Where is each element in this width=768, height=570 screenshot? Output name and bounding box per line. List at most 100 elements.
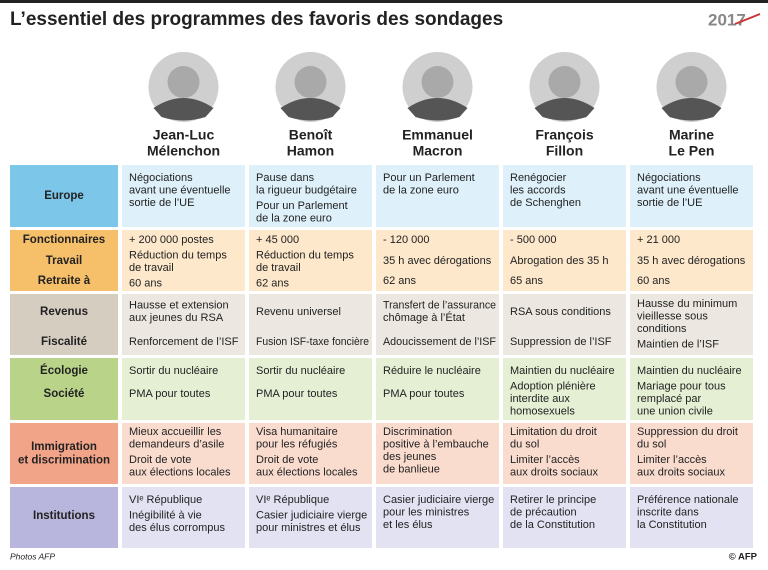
cell-text: PMA pour toutes bbox=[256, 388, 338, 400]
row-label-bg bbox=[10, 294, 118, 355]
cell-text: Maintien de l’ISF bbox=[637, 338, 719, 350]
cell-text: homosexuels bbox=[510, 405, 575, 417]
cell-text: + 200 000 postes bbox=[129, 234, 214, 246]
cell-text: Inégibilité à vie bbox=[129, 509, 202, 521]
cell-text: PMA pour toutes bbox=[129, 388, 211, 400]
cell-bg bbox=[122, 487, 245, 548]
row-label: Travail bbox=[46, 255, 82, 267]
portrait-face bbox=[294, 66, 327, 98]
cell-text: Visa humanitaire bbox=[256, 426, 338, 438]
cell-text: Sortir du nucléaire bbox=[129, 365, 218, 377]
cell-text: pour ministres et élus bbox=[256, 522, 361, 534]
cell-text: avant une éventuelle bbox=[129, 184, 231, 196]
cell-text: Limiter l’accès bbox=[510, 454, 580, 466]
cell-bg bbox=[376, 294, 499, 355]
cell-text: chômage à l’État bbox=[383, 311, 465, 324]
copyright: © AFP bbox=[729, 552, 758, 563]
row-label: Fonctionnaires bbox=[23, 234, 105, 246]
cell-text: Discrimination bbox=[383, 426, 452, 438]
cell-text: + 21 000 bbox=[637, 234, 680, 246]
cell-bg bbox=[630, 230, 753, 291]
candidate-name: Macron bbox=[413, 143, 463, 159]
cell-bg bbox=[249, 487, 372, 548]
cell-bg bbox=[503, 230, 626, 291]
cell-text: Négociations bbox=[637, 172, 701, 184]
candidate-name: Benoît bbox=[289, 127, 333, 143]
cell-bg bbox=[249, 230, 372, 291]
portrait-body bbox=[534, 98, 595, 121]
cell-text: de la zone euro bbox=[256, 212, 332, 224]
row-label-bg bbox=[10, 487, 118, 548]
cell-bg bbox=[376, 487, 499, 548]
cell-text: aux élections locales bbox=[256, 466, 358, 478]
cell-bg bbox=[249, 165, 372, 227]
cell-text: Droit de vote bbox=[129, 454, 191, 466]
top-rule bbox=[0, 0, 768, 3]
cell-bg bbox=[122, 230, 245, 291]
cell-bg bbox=[376, 230, 499, 291]
cell-text: Réduire le nucléaire bbox=[383, 365, 481, 377]
candidate-name: François bbox=[535, 127, 594, 143]
cell-text: Réduction du temps bbox=[256, 249, 354, 261]
cell-text: Adoucissement de l’ISF bbox=[383, 336, 496, 348]
logo-stroke bbox=[734, 13, 761, 25]
cell-text: - 120 000 bbox=[383, 234, 429, 246]
candidate-name: Le Pen bbox=[669, 143, 715, 159]
cell-text: avant une éventuelle bbox=[637, 184, 739, 196]
portrait-face bbox=[167, 66, 200, 98]
cell-text: VIᵉ République bbox=[129, 494, 202, 506]
cell-text: du sol bbox=[637, 438, 666, 450]
cell-text: 65 ans bbox=[510, 275, 544, 287]
cell-bg bbox=[630, 294, 753, 355]
cell-bg bbox=[503, 358, 626, 420]
cell-bg bbox=[503, 423, 626, 484]
logo-text: 2017 bbox=[708, 10, 746, 29]
cell-text: inscrite dans bbox=[637, 506, 699, 518]
candidate-name: Mélenchon bbox=[147, 143, 220, 159]
cell-text: de la Constitution bbox=[510, 519, 595, 531]
cell-bg bbox=[376, 165, 499, 227]
cell-text: 62 ans bbox=[256, 277, 290, 289]
cell-text: remplacé par bbox=[637, 393, 702, 405]
cell-text: pour les réfugiés bbox=[256, 438, 338, 450]
cell-bg bbox=[503, 165, 626, 227]
portrait-body bbox=[407, 98, 468, 121]
portrait-body bbox=[661, 98, 722, 121]
cell-text: et les élus bbox=[383, 519, 433, 531]
cell-text: des jeunes bbox=[383, 451, 437, 463]
row-label: Institutions bbox=[33, 510, 95, 522]
cell-bg bbox=[249, 294, 372, 355]
cell-text: la rigueur budgétaire bbox=[256, 184, 357, 196]
cell-text: Pour un Parlement bbox=[256, 200, 348, 212]
cell-bg bbox=[503, 294, 626, 355]
cell-text: + 45 000 bbox=[256, 234, 299, 246]
candidate-name: Marine bbox=[669, 127, 714, 143]
cell-text: Hausse du minimum bbox=[637, 298, 737, 310]
cell-text: de travail bbox=[129, 262, 174, 274]
cell-bg bbox=[122, 358, 245, 420]
cell-text: aux élections locales bbox=[129, 466, 231, 478]
portrait-body bbox=[280, 98, 341, 121]
logo: 2017 bbox=[708, 10, 761, 29]
cell-text: - 500 000 bbox=[510, 234, 556, 246]
candidate-name: Fillon bbox=[546, 143, 583, 159]
cell-bg bbox=[630, 423, 753, 484]
cell-text: RSA sous conditions bbox=[510, 306, 611, 318]
cell-bg bbox=[122, 423, 245, 484]
cell-text: sortie de l’UE bbox=[637, 197, 702, 209]
portrait-face bbox=[675, 66, 708, 98]
cell-text: Adoption plénière bbox=[510, 380, 596, 392]
cell-text: 35 h avec dérogations bbox=[383, 255, 492, 267]
cell-text: Réduction du temps bbox=[129, 249, 227, 261]
cell-text: Droit de vote bbox=[256, 454, 318, 466]
row-label: Revenus bbox=[40, 306, 88, 318]
row-label: Retraite à bbox=[38, 275, 91, 287]
cell-bg bbox=[249, 423, 372, 484]
row-label: Immigration bbox=[31, 441, 97, 453]
portrait-face bbox=[548, 66, 581, 98]
cell-text: la Constitution bbox=[637, 519, 707, 531]
cell-bg bbox=[376, 423, 499, 484]
cell-text: Mariage pour tous bbox=[637, 380, 726, 392]
cell-text: une union civile bbox=[637, 405, 713, 417]
